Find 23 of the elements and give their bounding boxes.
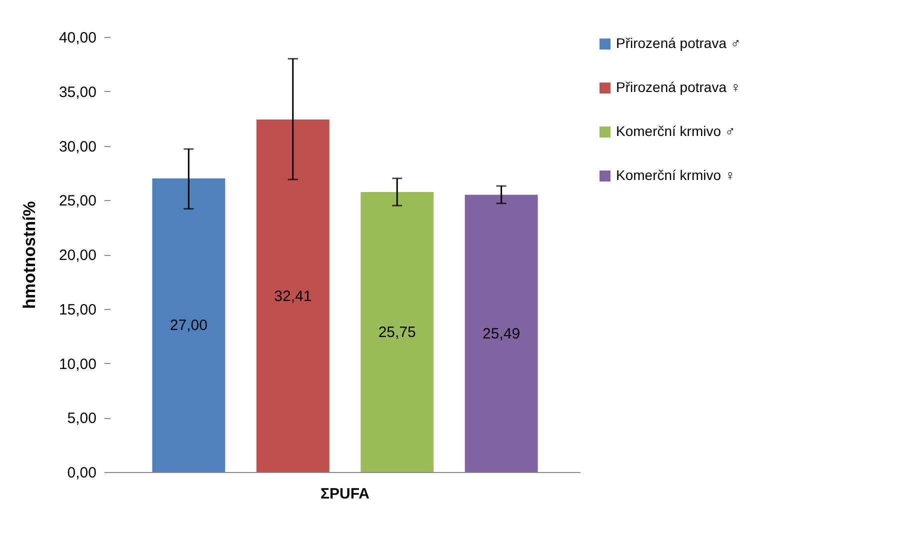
data-label: 25,75 [378, 324, 416, 341]
legend-label: Komerční krmivo ♀ [616, 167, 736, 183]
y-tick-label: 35,00 [58, 84, 96, 101]
y-tick-label: 5,00 [67, 410, 96, 428]
y-tick-label: 25,00 [58, 192, 96, 210]
legend-label: Přirozená potrava ♀ [616, 79, 741, 95]
data-label: 27,00 [170, 317, 208, 334]
y-tick-label: 10,00 [58, 356, 96, 373]
x-tick-label: ΣPUFA [320, 486, 370, 502]
y-tick-label: 15,00 [58, 301, 96, 318]
bar [360, 192, 434, 472]
data-label: 32,41 [274, 288, 312, 305]
bar [464, 194, 538, 472]
y-axis-title: hmotnostní% [20, 201, 39, 309]
bar [256, 120, 330, 472]
y-tick-label: 30,00 [58, 138, 96, 156]
y-tick-label: 0,00 [67, 464, 96, 482]
bar [152, 178, 226, 472]
y-tick-label: 20,00 [58, 247, 96, 264]
y-tick-label: 40,00 [58, 30, 96, 46]
legend-label: Přirozená potrava ♂ [616, 35, 741, 51]
data-label: 25,49 [482, 325, 520, 342]
legend-label: Komerční krmivo ♂ [616, 123, 736, 139]
